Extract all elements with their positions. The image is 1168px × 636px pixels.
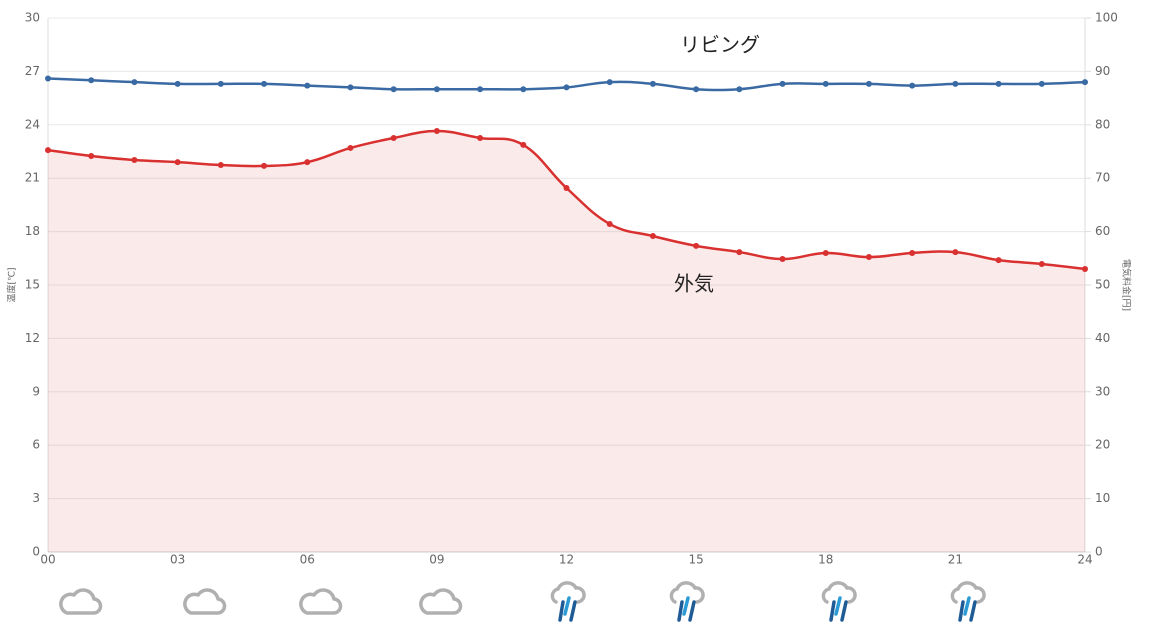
point [779,80,786,87]
y2-tick-label: 50 [1095,278,1110,292]
rain-icon [950,581,986,622]
point [649,80,656,87]
y-tick-label: 3 [32,491,40,505]
point [563,84,570,91]
point [390,134,397,141]
point [693,86,700,93]
cloud-icon [183,588,227,615]
point [174,159,181,166]
point [952,249,959,256]
y-tick-label: 30 [25,11,40,25]
y2-tick-label: 60 [1095,224,1110,238]
y2-tick-label: 0 [1095,545,1103,559]
point [995,257,1002,264]
point [88,77,95,84]
y2-tick-label: 90 [1095,64,1110,78]
point [174,80,181,87]
point [736,249,743,256]
series-label: 外気 [674,272,714,296]
x-tick-label: 24 [1077,553,1092,567]
y2-tick-label: 40 [1095,331,1110,345]
point [131,157,138,164]
rain-icon [669,581,705,622]
point [1038,260,1045,267]
point [477,86,484,93]
area [48,131,1085,552]
y-tick-label: 15 [25,278,40,292]
point [865,254,872,261]
x-tick-label: 18 [818,553,833,567]
point [995,80,1002,87]
y-tick-label: 6 [32,438,40,452]
point [217,80,224,87]
x-tick-label: 15 [688,553,703,567]
point [45,75,51,82]
y-tick-label: 0 [32,545,40,559]
point [433,128,440,135]
y2-tick-label: 70 [1095,171,1110,185]
point [606,79,613,86]
point [261,162,268,169]
y2-tick-label: 30 [1095,384,1110,398]
point [1038,80,1045,87]
y-tick-label: 21 [25,171,40,185]
point [649,233,656,240]
cloud-icon [419,588,463,615]
rain-icon [821,581,857,622]
cloud-icon [59,588,103,615]
cloud-icon [299,588,343,615]
y-tick-label: 9 [32,384,40,398]
point [433,86,440,93]
y2-tick-label: 100 [1095,11,1118,25]
point [779,256,786,263]
point [909,82,916,89]
x-tick-label: 03 [170,553,185,567]
point [1082,265,1088,272]
y2-tick-label: 80 [1095,117,1110,131]
point [822,249,829,256]
y2-tick-label: 20 [1095,438,1110,452]
series-label: リビング [680,33,760,57]
point [909,249,916,256]
y-tick-label: 24 [25,117,40,131]
x-tick-label: 09 [429,553,444,567]
point [304,159,311,166]
point [45,147,51,154]
point [606,220,613,227]
point [865,80,872,87]
point [347,84,354,91]
y-axis-title: 温度[℃] [6,267,18,302]
point [477,134,484,141]
point [520,141,527,148]
point [347,144,354,151]
point [520,86,527,93]
point [1082,79,1088,86]
x-tick-label: 00 [40,553,55,567]
x-tick-label: 21 [948,553,963,567]
point [563,184,570,191]
x-tick-label: 12 [559,553,574,567]
point [88,152,95,159]
point [822,80,829,87]
y-tick-label: 12 [25,331,40,345]
point [261,80,268,87]
point [131,79,138,86]
y-tick-label: 18 [25,224,40,238]
grid [48,17,1085,553]
point [304,82,311,89]
point [952,80,959,87]
x-tick-label: 06 [300,553,315,567]
y2-axis-title: 電気料金[円] [1121,259,1133,311]
point [217,162,224,169]
y-tick-label: 27 [25,64,40,78]
y2-tick-label: 10 [1095,491,1110,505]
point [693,242,700,249]
rain-icon [550,581,586,622]
point [736,86,743,93]
point [390,86,397,93]
weather-icons [59,581,986,622]
